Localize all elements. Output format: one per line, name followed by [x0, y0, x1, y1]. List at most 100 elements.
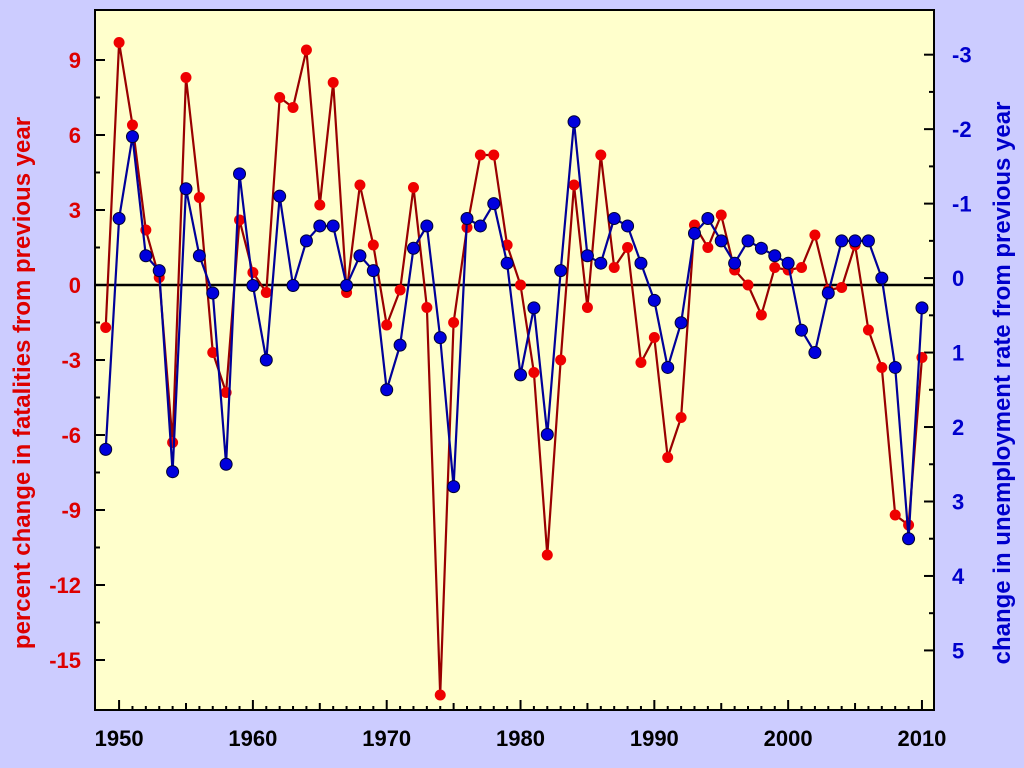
- x-tick-label: 1970: [362, 726, 411, 751]
- unemployment-point: [687, 226, 701, 240]
- unemployment-point: [875, 271, 889, 285]
- y-right-tick-label: -2: [952, 117, 972, 142]
- fatalities-point: [581, 302, 593, 313]
- y-right-tick-label: 2: [952, 415, 964, 440]
- unemployment-point: [674, 316, 688, 330]
- fatalities-point: [648, 332, 660, 343]
- fatalities-point: [608, 262, 620, 273]
- unemployment-point: [259, 353, 273, 367]
- unemployment-point: [233, 167, 247, 181]
- fatalities-point: [541, 549, 553, 561]
- fatalities-point: [515, 279, 527, 291]
- fatalities-point: [354, 179, 366, 191]
- unemployment-point: [795, 323, 809, 337]
- fatalities-point: [100, 322, 112, 333]
- unemployment-point: [192, 249, 206, 263]
- unemployment-point: [179, 182, 193, 196]
- fatalities-point: [568, 179, 580, 191]
- y-right-tick-label: 3: [952, 489, 964, 514]
- unemployment-point: [580, 249, 594, 263]
- unemployment-point: [754, 241, 768, 255]
- unemployment-point: [714, 234, 728, 248]
- y-left-tick-label: -3: [61, 348, 81, 373]
- unemployment-point: [902, 532, 916, 546]
- unemployment-point: [554, 264, 568, 278]
- unemployment-point: [447, 480, 461, 494]
- fatalities-point: [207, 347, 219, 358]
- fatalities-point: [300, 44, 312, 56]
- unemployment-point: [299, 234, 313, 248]
- y-left-tick-label: 6: [69, 123, 81, 148]
- y-right-tick-label: 1: [952, 341, 964, 366]
- fatalities-point: [862, 324, 874, 336]
- y-left-tick-label: 3: [69, 198, 81, 223]
- unemployment-point: [781, 256, 795, 270]
- unemployment-point: [219, 457, 233, 471]
- fatalities-point: [809, 229, 821, 241]
- fatalities-point: [796, 262, 808, 273]
- fatalities-point: [662, 452, 674, 463]
- fatalities-point: [675, 412, 687, 423]
- unemployment-point: [540, 427, 554, 441]
- fatalities-point: [367, 239, 379, 251]
- y-left-tick-label: 9: [69, 48, 81, 73]
- y-right-tick-label: 4: [952, 564, 965, 589]
- unemployment-point: [139, 249, 153, 263]
- unemployment-point: [393, 338, 407, 352]
- unemployment-point: [487, 197, 501, 211]
- fatalities-point: [274, 92, 286, 103]
- y-right-tick-label: 0: [952, 266, 964, 291]
- unemployment-point: [607, 212, 621, 226]
- fatalities-point: [474, 149, 486, 161]
- unemployment-point: [661, 360, 675, 374]
- unemployment-point: [125, 130, 139, 144]
- fatalities-point: [488, 149, 500, 161]
- unemployment-point: [647, 293, 661, 307]
- unemployment-point: [741, 234, 755, 248]
- fatalities-point: [755, 309, 767, 321]
- unemployment-point: [567, 115, 581, 129]
- fatalities-point: [595, 149, 607, 161]
- x-tick-label: 1980: [496, 726, 545, 751]
- unemployment-point: [99, 442, 113, 456]
- plot-area: [94, 9, 935, 711]
- unemployment-point: [821, 286, 835, 300]
- unemployment-point: [433, 331, 447, 345]
- fatalities-point: [260, 287, 272, 298]
- fatalities-point: [528, 367, 540, 378]
- unemployment-point: [366, 264, 380, 278]
- unemployment-point: [273, 189, 287, 203]
- y-right-tick-label: -1: [952, 192, 972, 217]
- fatalities-point: [769, 262, 781, 273]
- fatalities-point: [635, 357, 647, 368]
- y-left-tick-label: -9: [61, 498, 81, 523]
- unemployment-point: [353, 249, 367, 263]
- fatalities-point: [421, 302, 433, 313]
- y-left-tick-label: -6: [61, 423, 81, 448]
- unemployment-point: [634, 256, 648, 270]
- y-left-tick-label: -15: [49, 648, 81, 673]
- fatalities-point: [622, 242, 634, 253]
- unemployment-point: [406, 241, 420, 255]
- unemployment-point: [340, 279, 354, 293]
- unemployment-point: [728, 256, 742, 270]
- x-tick-label: 2000: [764, 726, 813, 751]
- fatalities-point: [113, 37, 125, 48]
- x-tick-label: 1960: [228, 726, 277, 751]
- unemployment-point: [286, 279, 300, 293]
- fatalities-point: [889, 509, 901, 521]
- unemployment-point: [861, 234, 875, 248]
- fatalities-point: [180, 72, 192, 83]
- fatalities-point: [836, 282, 848, 293]
- fatalities-point: [234, 214, 246, 226]
- unemployment-point: [112, 212, 126, 226]
- fatalities-point: [126, 119, 138, 131]
- y-left-tick-label: -12: [49, 573, 81, 598]
- fatalities-point: [702, 242, 714, 253]
- unemployment-point: [835, 234, 849, 248]
- y-right-tick-label: -3: [952, 43, 972, 68]
- unemployment-point: [848, 234, 862, 248]
- fatalities-point: [327, 77, 339, 88]
- unemployment-point: [152, 264, 166, 278]
